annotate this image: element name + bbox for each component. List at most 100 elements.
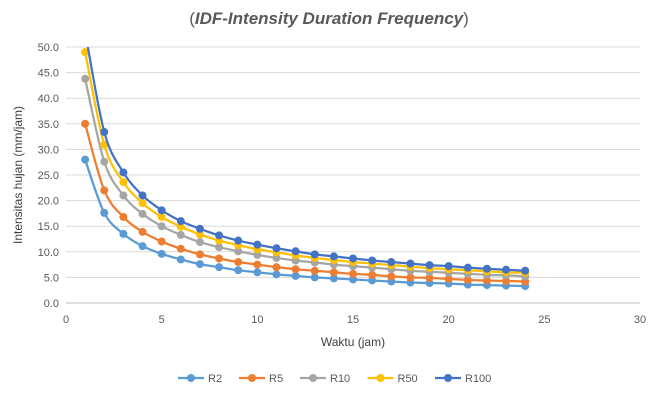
data-point-r10: [272, 253, 281, 262]
y-tick-label: 0.0: [44, 298, 59, 310]
x-axis-label: Waktu (jam): [321, 335, 385, 349]
legend-item-r10: R10: [300, 373, 350, 385]
data-point-r2: [253, 268, 262, 277]
data-point-r100: [234, 236, 243, 245]
x-tick-label: 30: [634, 314, 646, 326]
y-tick-label: 10.0: [38, 247, 59, 259]
data-point-r100: [138, 191, 147, 200]
y-tick-label: 35.0: [38, 119, 59, 131]
legend-item-r2: R2: [178, 373, 222, 385]
data-point-r2: [368, 276, 377, 285]
data-point-r50: [119, 178, 128, 187]
data-point-r5: [253, 260, 262, 269]
y-tick-label: 40.0: [38, 93, 59, 105]
y-tick-label: 30.0: [38, 144, 59, 156]
data-point-r5: [119, 212, 128, 221]
data-point-r2: [215, 263, 224, 272]
data-point-r100: [463, 263, 472, 272]
data-point-r5: [387, 272, 396, 281]
y-tick-label: 25.0: [38, 170, 59, 182]
data-point-r100: [425, 261, 434, 270]
y-tick-label: 45.0: [38, 68, 59, 80]
legend-swatch-marker: [376, 374, 385, 382]
data-point-r5: [291, 265, 300, 274]
data-point-r2: [119, 229, 128, 238]
data-point-r5: [195, 250, 204, 259]
legend-label: R10: [330, 373, 350, 385]
data-point-r50: [176, 222, 185, 231]
data-point-r5: [329, 268, 338, 277]
data-point-r2: [138, 242, 147, 251]
chart-title-suffix: ): [463, 9, 469, 28]
data-point-r5: [406, 273, 415, 282]
data-point-r50: [138, 199, 147, 208]
data-point-r5: [81, 119, 90, 128]
data-point-r5: [502, 276, 511, 285]
data-point-r100: [387, 258, 396, 267]
data-point-r100: [349, 254, 357, 263]
x-tick-label: 15: [347, 314, 359, 326]
series-layer: [81, 28, 530, 291]
data-point-r100: [310, 250, 319, 259]
data-point-r50: [100, 140, 109, 149]
y-tick-label: 5.0: [44, 272, 59, 284]
data-point-r10: [119, 191, 128, 200]
data-point-r50: [195, 230, 204, 239]
data-point-r100: [119, 168, 128, 177]
data-point-r100: [157, 206, 166, 215]
data-point-r5: [463, 275, 472, 284]
data-point-r5: [138, 227, 147, 236]
legend-swatch-marker: [187, 374, 195, 382]
data-point-r50: [81, 48, 90, 57]
series-r2: [81, 155, 530, 291]
data-point-r2: [272, 270, 281, 279]
data-point-r2: [291, 271, 300, 280]
data-point-r5: [215, 254, 224, 263]
data-point-r10: [81, 74, 90, 83]
legend-label: R50: [398, 373, 418, 385]
data-point-r2: [349, 275, 357, 284]
x-tick-label: 20: [443, 314, 455, 326]
data-point-r2: [329, 274, 338, 283]
data-point-r10: [157, 222, 166, 231]
data-point-r5: [157, 237, 166, 246]
legend-swatch-marker: [444, 374, 452, 382]
data-point-r100: [272, 244, 281, 253]
y-tick-label: 20.0: [38, 196, 59, 208]
data-point-r100: [444, 262, 453, 271]
legend: R2 R5 R10 R50 R100: [178, 373, 491, 385]
data-point-r2: [81, 155, 90, 164]
data-point-r10: [234, 247, 243, 256]
data-point-r5: [100, 186, 109, 195]
legend-swatch-marker: [309, 374, 317, 382]
data-point-r10: [253, 250, 262, 259]
data-point-r100: [502, 265, 511, 274]
data-point-r2: [234, 266, 243, 275]
x-tick-label: 10: [251, 314, 263, 326]
data-point-r5: [425, 273, 434, 282]
data-point-r2: [100, 208, 109, 217]
series-r100: [81, 28, 530, 275]
data-point-r50: [157, 212, 166, 221]
data-point-r2: [176, 255, 185, 264]
data-point-r100: [329, 252, 338, 261]
legend-swatch-marker: [248, 374, 256, 382]
legend-label: R5: [269, 373, 283, 385]
x-tick-label: 5: [159, 314, 165, 326]
data-point-r10: [100, 157, 109, 166]
data-point-r100: [195, 224, 204, 233]
data-point-r5: [272, 263, 281, 272]
series-line-r100: [86, 47, 526, 272]
data-point-r5: [482, 276, 491, 285]
x-tick-label: 25: [538, 314, 550, 326]
legend-item-r50: R50: [367, 373, 418, 385]
data-point-r10: [195, 238, 204, 247]
data-point-r5: [444, 274, 453, 283]
data-point-r100: [81, 28, 89, 36]
data-point-r2: [310, 273, 319, 282]
legend-label: R2: [208, 373, 222, 385]
data-point-r100: [521, 266, 530, 275]
data-point-r10: [176, 230, 185, 239]
